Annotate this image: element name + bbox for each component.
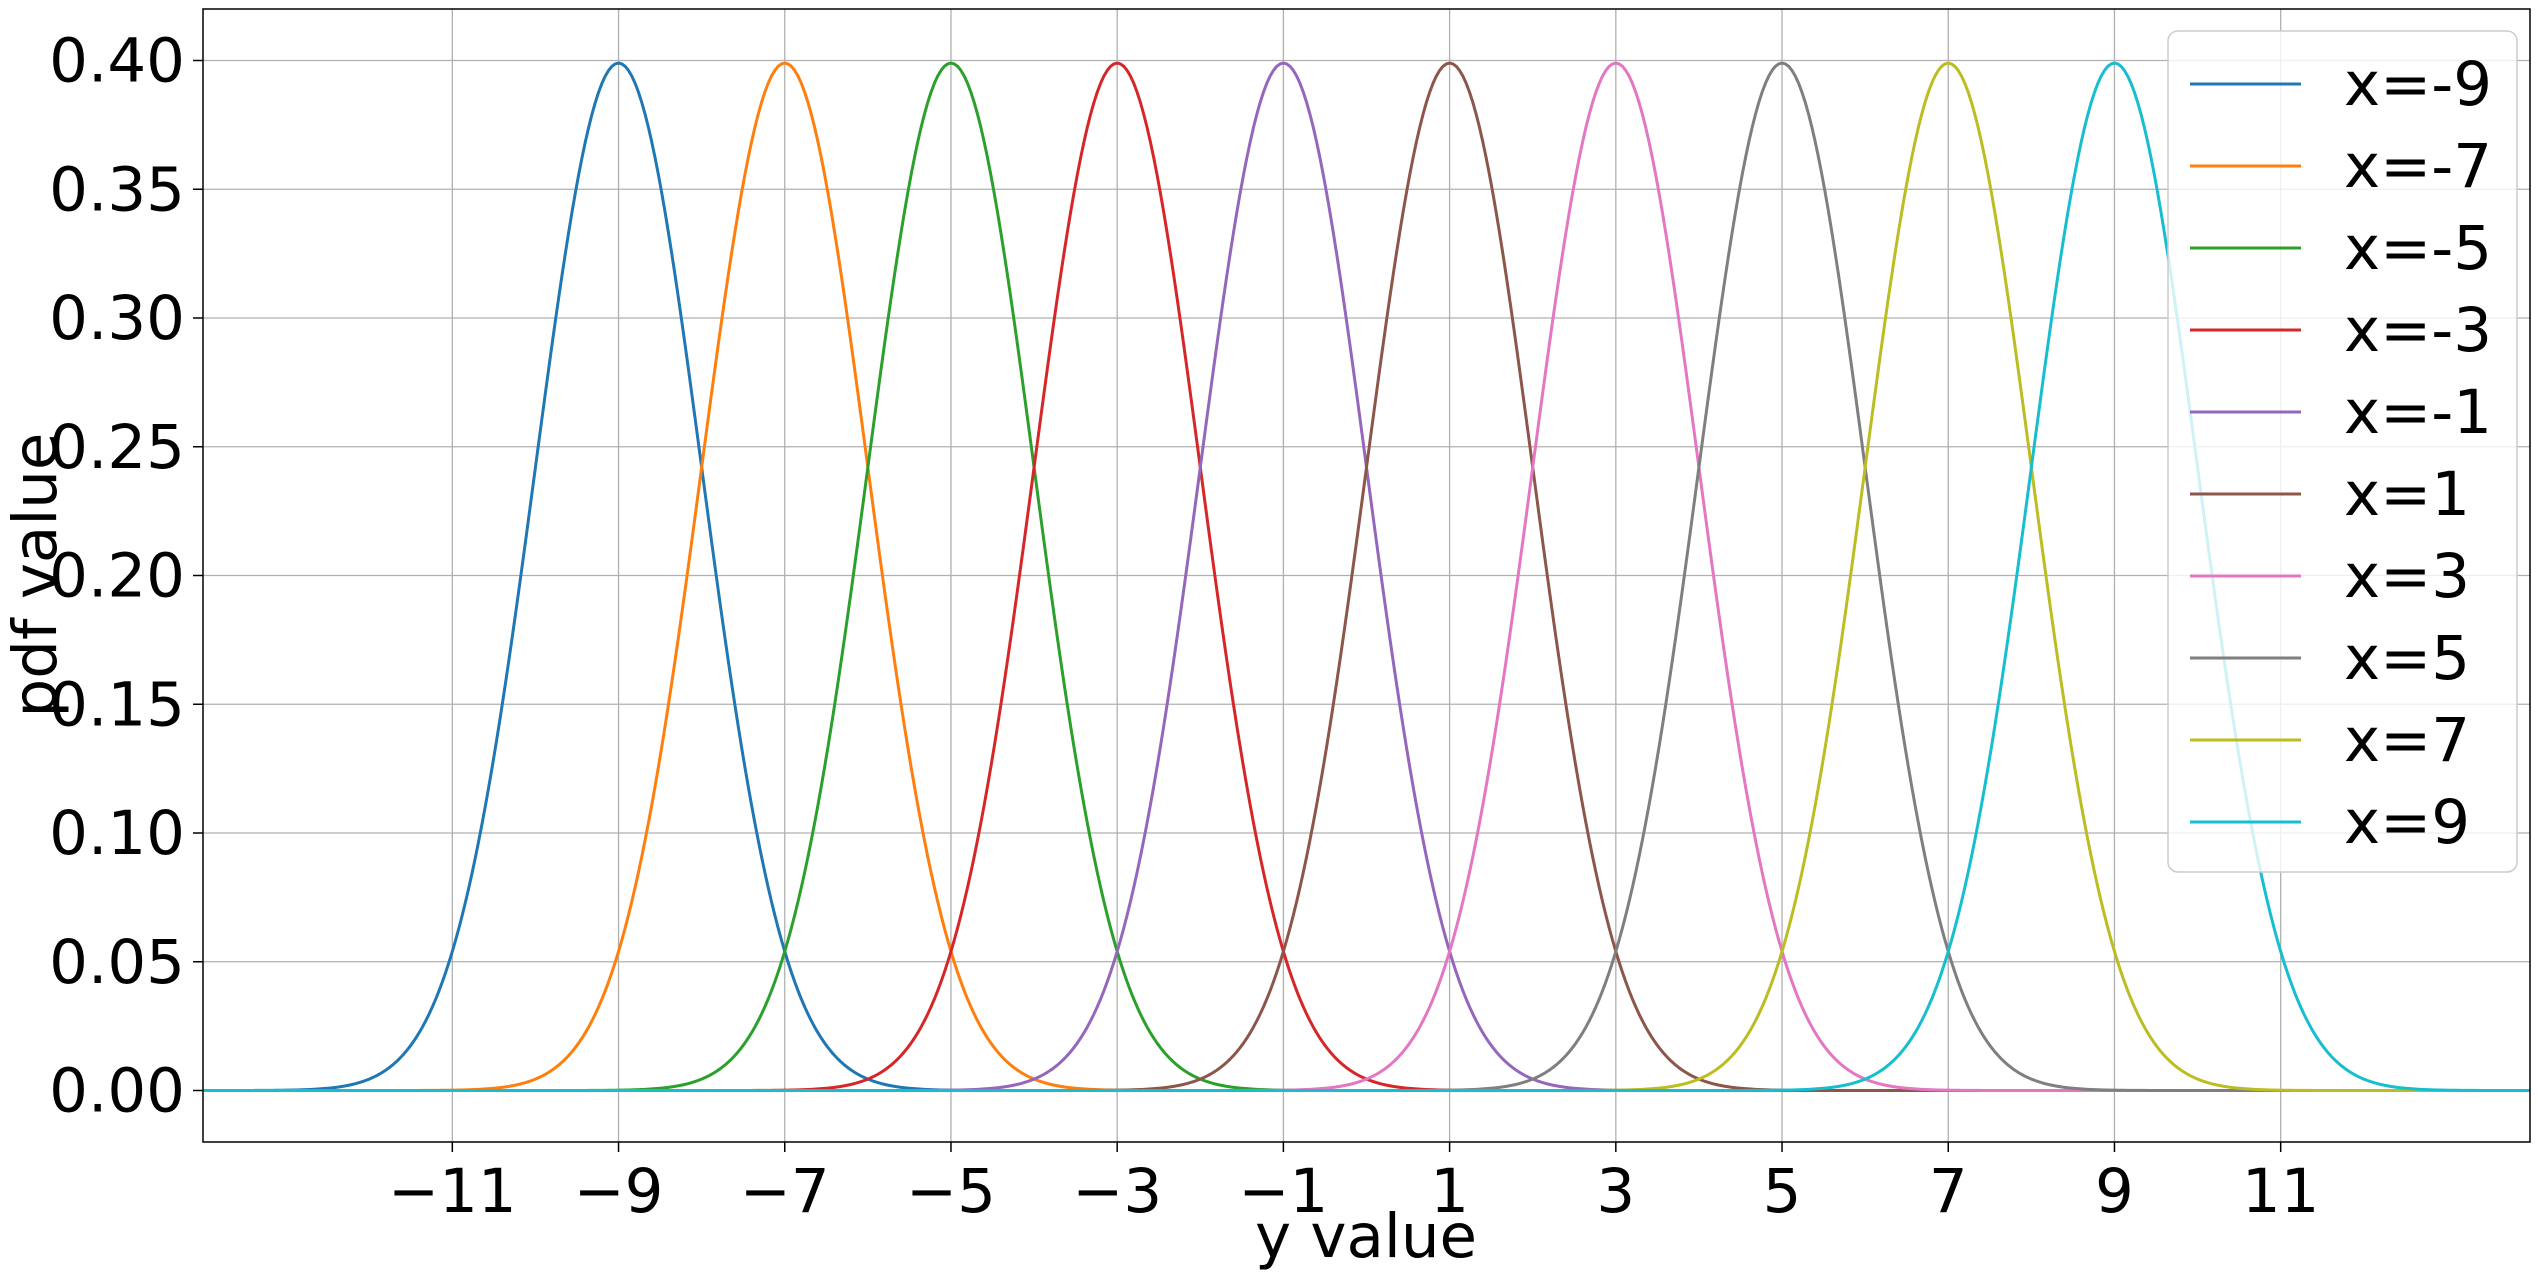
y-tick-label: 0.40: [49, 26, 185, 97]
x-tick-label: −9: [574, 1156, 664, 1227]
x-tick-label: 7: [1929, 1156, 1968, 1227]
y-axis-title: pdf value: [0, 433, 71, 718]
legend-label: x=-7: [2344, 131, 2492, 202]
y-tick-label: 0.25: [49, 412, 185, 483]
series-lines: [203, 61, 2530, 1092]
legend-box: [2167, 30, 2518, 873]
x-tick-label: 9: [2095, 1156, 2134, 1227]
legend-label: x=7: [2344, 705, 2470, 776]
legend-label: x=9: [2344, 787, 2470, 858]
y-tick-label: 0.35: [49, 154, 185, 225]
series-line-10: [203, 61, 2530, 1092]
axis-ticks: −11 −9 −7 −5 −3 −1 1 3 5 7 9 110.000.050.100.150.20…: [49, 26, 2319, 1228]
x-axis-title: y value: [1255, 1201, 1477, 1272]
legend-label: x=-9: [2344, 49, 2492, 120]
legend: x=-9 x=-7 x=-5 x=-3 x=-1 x=1 x=3 x=5 x=7 x=9: [2167, 30, 2518, 873]
legend-label: x=5: [2344, 623, 2470, 694]
legend-label: x=1: [2344, 459, 2470, 530]
y-tick-label: 0.00: [49, 1056, 185, 1127]
y-tick-label: 0.15: [49, 669, 185, 740]
y-tick-label: 0.10: [49, 798, 185, 869]
y-tick-label: 0.20: [49, 541, 185, 612]
x-tick-label: −3: [1072, 1156, 1162, 1227]
y-tick-label: 0.05: [49, 927, 185, 998]
legend-label: x=-5: [2344, 213, 2492, 284]
y-tick-label: 0.30: [49, 283, 185, 354]
x-tick-label: −1: [1238, 1156, 1328, 1227]
legend-label: x=3: [2344, 541, 2470, 612]
legend-label: x=-1: [2344, 377, 2492, 448]
x-tick-label: 5: [1763, 1156, 1802, 1227]
x-tick-label: −7: [740, 1156, 830, 1227]
x-tick-label: 11: [2242, 1156, 2320, 1227]
x-tick-label: 1: [1430, 1156, 1469, 1227]
x-tick-label: −5: [906, 1156, 996, 1227]
x-tick-label: −11: [388, 1156, 517, 1227]
legend-label: x=-3: [2344, 295, 2492, 366]
x-tick-label: 3: [1596, 1156, 1635, 1227]
